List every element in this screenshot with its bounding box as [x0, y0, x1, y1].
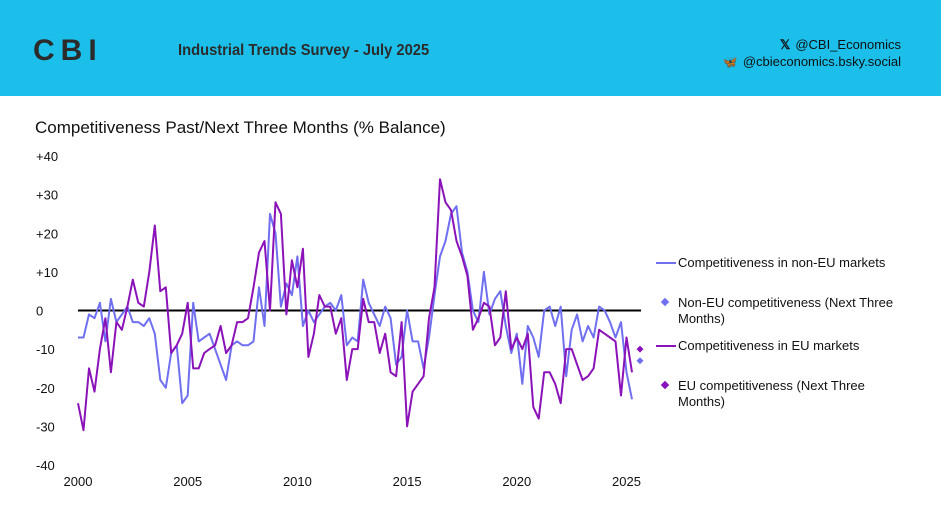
x-tick-label: 2025 — [612, 474, 641, 489]
cbi-logo: CBI — [33, 34, 103, 67]
x-tick-label: 2010 — [283, 474, 312, 489]
legend-line-swatch — [656, 345, 676, 347]
y-tick-label: +10 — [36, 265, 58, 280]
y-tick-label: -20 — [36, 381, 55, 396]
x-handle: @CBI_Economics — [795, 37, 901, 52]
y-tick-label: +40 — [36, 149, 58, 164]
survey-title: Industrial Trends Survey - July 2025 — [178, 42, 430, 59]
bsky-handle-row[interactable]: 🦋 @cbieconomics.bsky.social — [723, 53, 901, 71]
legend-label: Competitiveness in non-EU markets — [678, 255, 886, 270]
social-handles: 𝕏 @CBI_Economics 🦋 @cbieconomics.bsky.soci… — [723, 36, 901, 71]
x-tick-label: 2020 — [502, 474, 531, 489]
non-eu-next-three-months-marker — [636, 357, 644, 365]
header-bar: CBI Industrial Trends Survey - July 2025… — [0, 0, 941, 96]
bsky-handle: @cbieconomics.bsky.social — [742, 54, 901, 69]
legend-label: Non-EU competitiveness (Next Three Month… — [678, 295, 894, 326]
legend-label: EU competitiveness (Next Three Months) — [678, 378, 865, 409]
eu-next-three-months-marker — [636, 345, 644, 353]
x-logo-icon: 𝕏 — [779, 37, 791, 52]
y-tick-label: -30 — [36, 419, 55, 434]
y-tick-label: 0 — [36, 304, 43, 319]
legend-line-swatch — [656, 262, 676, 264]
chart-title: Competitiveness Past/Next Three Months (… — [35, 118, 446, 137]
x-tick-label: 2005 — [173, 474, 202, 489]
non-eu-series-line — [78, 205, 633, 405]
y-tick-label: +30 — [36, 188, 58, 203]
butterfly-icon: 🦋 — [722, 55, 738, 69]
y-tick-label: +20 — [36, 226, 58, 241]
legend-label: Competitiveness in EU markets — [678, 338, 860, 353]
y-tick-label: -40 — [36, 458, 55, 473]
x-tick-label: 2000 — [64, 474, 93, 489]
y-tick-label: -10 — [36, 342, 55, 357]
x-tick-label: 2015 — [393, 474, 422, 489]
x-handle-row[interactable]: 𝕏 @CBI_Economics — [723, 36, 901, 53]
eu-series-line — [77, 178, 633, 432]
